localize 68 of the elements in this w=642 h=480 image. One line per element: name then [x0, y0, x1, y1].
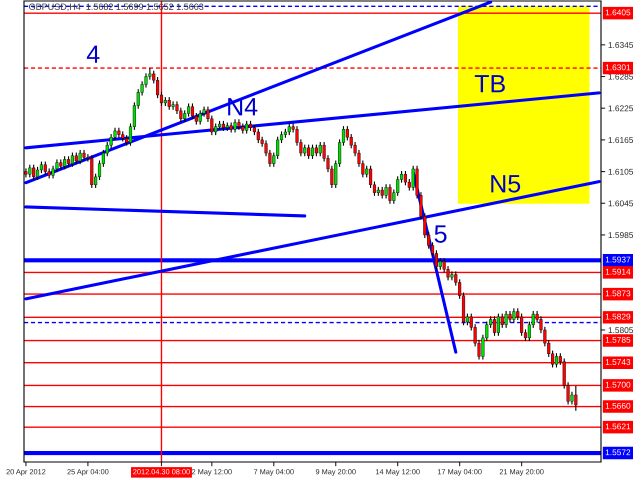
candlestick [66, 156, 70, 168]
candlestick [74, 152, 78, 165]
y-tick-label: 1.5985 [608, 232, 634, 238]
annotation: N5 [491, 175, 520, 193]
candlestick [233, 118, 237, 134]
y-tick-label: 1.6165 [608, 137, 634, 143]
y-tick-label: 1.6345 [608, 42, 634, 48]
annotation: 5 [434, 225, 446, 243]
candlestick [59, 158, 62, 170]
candlestick [117, 127, 120, 138]
candlestick [380, 186, 384, 200]
candlestick [388, 184, 392, 204]
ref-line-label: 1.5829 [606, 314, 630, 320]
ref-line-label: 1.5700 [606, 382, 630, 388]
candlestick [214, 122, 218, 136]
candlestick [496, 313, 500, 336]
candlestick [168, 96, 171, 110]
ref-line-label: 1.5743 [606, 359, 630, 365]
candlestick [32, 164, 36, 181]
candlestick [226, 122, 229, 132]
candlestick [44, 160, 47, 176]
annotation: 4 [86, 46, 100, 63]
candlestick [121, 130, 124, 142]
ref-line-label: 1.5572 [606, 449, 630, 456]
candlestick [175, 100, 179, 115]
candlestick [504, 310, 508, 328]
candlestick [78, 149, 82, 165]
candlestick [303, 144, 306, 157]
candlestick [310, 144, 314, 160]
candlestick [318, 141, 322, 157]
candlestick [256, 128, 260, 144]
ref-line-label: 1.5937 [606, 256, 630, 263]
ref-line-label: 1.5660 [606, 402, 630, 409]
candlestick [554, 352, 558, 368]
annotation: TB [474, 75, 505, 92]
y-tick-label: 1.6105 [608, 168, 634, 175]
candlestick [412, 165, 415, 192]
candlestick [404, 170, 408, 186]
candlestick [288, 122, 291, 136]
ref-line-label: 1.6301 [606, 64, 630, 70]
candlestick [51, 165, 55, 179]
y-tick-label: 1.6225 [608, 105, 634, 112]
candlestick [314, 144, 318, 157]
candlestick [28, 164, 32, 178]
candlestick [245, 120, 248, 134]
candlestick [512, 308, 516, 324]
ref-line-label: 1.6405 [606, 9, 630, 16]
candlestick [70, 152, 74, 168]
candlestick [384, 184, 388, 200]
y-tick-label: 1.5805 [608, 327, 634, 334]
candlestick [237, 118, 240, 130]
candlestick [222, 120, 225, 132]
ref-line-label: 1.5873 [606, 290, 630, 296]
candlestick [230, 122, 233, 134]
candlestick [36, 166, 40, 181]
ref-line-label: 1.5621 [606, 423, 630, 430]
ref-line-label: 1.5914 [606, 268, 630, 275]
candlestick [190, 102, 194, 120]
candlestick [82, 149, 86, 162]
candlestick [248, 120, 252, 132]
y-tick-label: 1.6285 [608, 74, 634, 80]
candlestick [63, 156, 66, 170]
y-tick-label: 1.6045 [608, 200, 634, 206]
candlestick [241, 122, 244, 134]
candlestick [307, 144, 310, 160]
candlestick [198, 110, 202, 126]
ref-line-label: 1.5785 [606, 336, 630, 343]
candlestick [144, 72, 148, 88]
